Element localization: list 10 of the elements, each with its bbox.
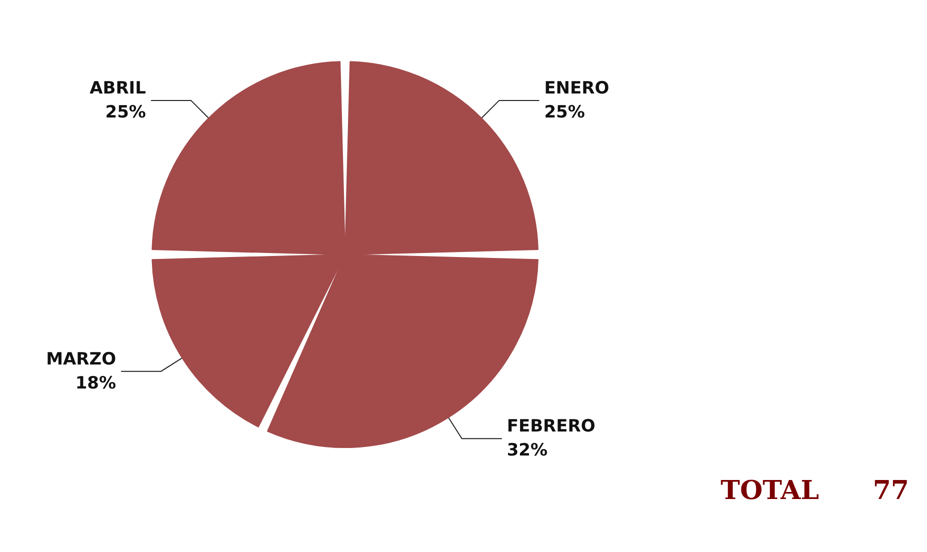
text: 77 (872, 476, 910, 506)
text: TOTAL (720, 476, 820, 506)
data-label: 18% (75, 373, 116, 394)
data-label: 32% (506, 440, 548, 461)
slice-label: ABRIL (90, 78, 146, 98)
data-label: 25% (105, 102, 146, 122)
slice-label: ENERO (544, 78, 610, 98)
slice-label: MARZO (46, 349, 116, 370)
slice-label: FEBRERO (506, 416, 596, 437)
data-label: 25% (544, 102, 585, 122)
